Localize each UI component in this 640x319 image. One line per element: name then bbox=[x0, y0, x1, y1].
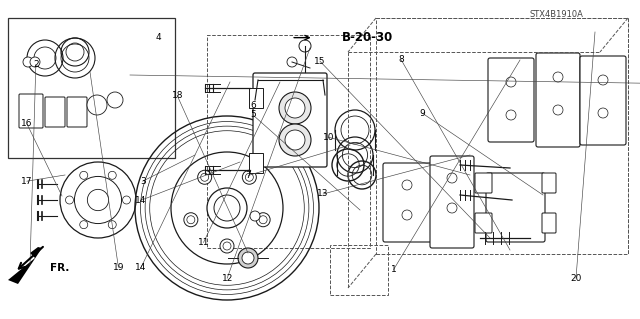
Circle shape bbox=[299, 40, 311, 52]
Circle shape bbox=[598, 108, 608, 118]
FancyBboxPatch shape bbox=[253, 73, 327, 167]
FancyBboxPatch shape bbox=[580, 56, 626, 145]
FancyBboxPatch shape bbox=[488, 58, 534, 142]
Circle shape bbox=[250, 211, 260, 221]
FancyBboxPatch shape bbox=[475, 173, 492, 193]
Text: 1: 1 bbox=[391, 265, 396, 274]
Circle shape bbox=[402, 210, 412, 220]
Circle shape bbox=[108, 171, 116, 179]
Bar bbox=[207, 35, 370, 248]
Bar bbox=[330, 245, 388, 295]
Text: B-20-30: B-20-30 bbox=[342, 31, 393, 44]
Text: 14: 14 bbox=[135, 196, 147, 205]
Circle shape bbox=[506, 110, 516, 120]
Text: 2: 2 bbox=[33, 60, 38, 69]
Circle shape bbox=[285, 98, 305, 118]
FancyBboxPatch shape bbox=[536, 53, 580, 147]
Circle shape bbox=[447, 173, 457, 183]
Text: 3: 3 bbox=[140, 177, 145, 186]
Polygon shape bbox=[8, 247, 42, 284]
Text: 6: 6 bbox=[250, 101, 255, 110]
FancyBboxPatch shape bbox=[67, 97, 87, 127]
Circle shape bbox=[285, 130, 305, 150]
Circle shape bbox=[201, 173, 209, 181]
Circle shape bbox=[402, 180, 412, 190]
FancyBboxPatch shape bbox=[542, 213, 556, 233]
Circle shape bbox=[80, 221, 88, 229]
Circle shape bbox=[279, 92, 311, 124]
Circle shape bbox=[214, 195, 240, 221]
Text: 10: 10 bbox=[323, 133, 334, 142]
Circle shape bbox=[242, 252, 254, 264]
Text: 12: 12 bbox=[221, 274, 233, 283]
Text: 19: 19 bbox=[113, 263, 124, 272]
Bar bbox=[8, 18, 175, 158]
Circle shape bbox=[553, 72, 563, 82]
Circle shape bbox=[107, 92, 123, 108]
Circle shape bbox=[122, 196, 131, 204]
Text: 17: 17 bbox=[21, 177, 33, 186]
FancyBboxPatch shape bbox=[249, 153, 263, 173]
FancyBboxPatch shape bbox=[383, 163, 432, 242]
Text: 16: 16 bbox=[21, 119, 33, 128]
Bar bbox=[376, 18, 628, 254]
Circle shape bbox=[87, 95, 107, 115]
Text: 4: 4 bbox=[156, 33, 161, 42]
Circle shape bbox=[598, 75, 608, 85]
Circle shape bbox=[279, 124, 311, 156]
Text: 20: 20 bbox=[570, 274, 582, 283]
FancyBboxPatch shape bbox=[19, 94, 43, 128]
FancyBboxPatch shape bbox=[475, 213, 492, 233]
Text: 5: 5 bbox=[250, 110, 255, 119]
FancyBboxPatch shape bbox=[430, 156, 474, 248]
Text: 7: 7 bbox=[246, 171, 251, 180]
Text: 11: 11 bbox=[198, 238, 209, 247]
FancyBboxPatch shape bbox=[486, 173, 545, 242]
Circle shape bbox=[108, 221, 116, 229]
Circle shape bbox=[220, 239, 234, 253]
Text: STX4B1910A: STX4B1910A bbox=[530, 10, 584, 19]
Text: 14: 14 bbox=[135, 263, 147, 272]
Text: 13: 13 bbox=[317, 189, 329, 198]
Circle shape bbox=[553, 105, 563, 115]
Circle shape bbox=[80, 171, 88, 179]
Circle shape bbox=[23, 57, 33, 67]
Circle shape bbox=[198, 170, 212, 184]
Circle shape bbox=[243, 170, 257, 184]
Circle shape bbox=[447, 203, 457, 213]
Circle shape bbox=[223, 242, 231, 250]
FancyBboxPatch shape bbox=[542, 173, 556, 193]
FancyBboxPatch shape bbox=[45, 97, 65, 127]
Circle shape bbox=[65, 196, 74, 204]
Circle shape bbox=[245, 173, 253, 181]
Circle shape bbox=[207, 188, 247, 228]
Circle shape bbox=[187, 216, 195, 224]
Text: FR.: FR. bbox=[50, 263, 69, 273]
Text: 8: 8 bbox=[399, 56, 404, 64]
Circle shape bbox=[184, 213, 198, 227]
Circle shape bbox=[287, 57, 297, 67]
Text: 15: 15 bbox=[314, 57, 326, 66]
Circle shape bbox=[506, 77, 516, 87]
Text: 18: 18 bbox=[172, 91, 183, 100]
Circle shape bbox=[256, 213, 270, 227]
FancyBboxPatch shape bbox=[249, 88, 263, 108]
Circle shape bbox=[259, 216, 267, 224]
Circle shape bbox=[87, 189, 109, 211]
Circle shape bbox=[30, 57, 40, 67]
Text: 9: 9 bbox=[420, 109, 425, 118]
Circle shape bbox=[238, 248, 258, 268]
